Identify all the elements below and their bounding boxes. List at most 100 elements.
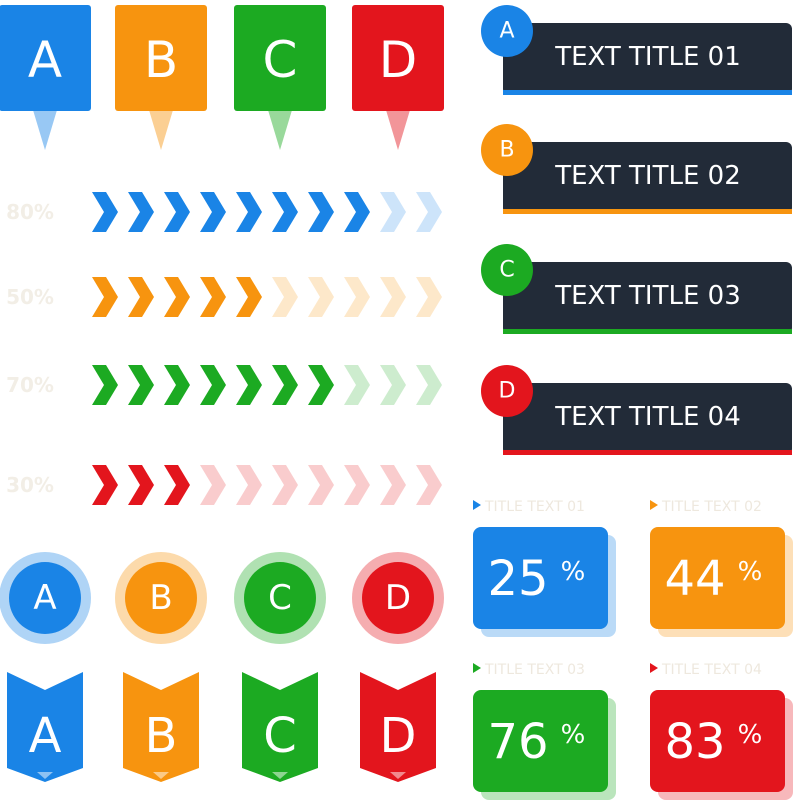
banner	[360, 672, 436, 782]
stat-flag	[650, 500, 658, 510]
title-bar	[503, 23, 792, 95]
stat-title: TITLE TEXT 04	[661, 662, 762, 678]
circle-letter: D	[385, 578, 411, 618]
title-badge	[481, 5, 533, 57]
circle-letter: C	[268, 578, 292, 618]
chevron	[380, 277, 406, 317]
stat-value: 44	[664, 551, 725, 607]
title-text: TEXT TITLE 02	[554, 161, 741, 191]
stat-unit: %	[561, 720, 586, 750]
title-letter: A	[499, 19, 514, 44]
chevron	[164, 365, 190, 405]
chevron	[380, 192, 406, 232]
chevron	[236, 465, 262, 505]
banner-letter: A	[29, 708, 62, 764]
circle-badge	[362, 562, 434, 634]
title-underline	[503, 329, 792, 334]
title-badge	[481, 124, 533, 176]
chevron	[128, 365, 154, 405]
pin-tail	[33, 110, 57, 150]
pin-letter: B	[144, 31, 178, 89]
stat-flag	[650, 663, 658, 673]
title-underline	[503, 90, 792, 95]
title-bar	[503, 142, 792, 214]
stat-flag	[473, 500, 481, 510]
chevron	[236, 365, 262, 405]
title-letter: C	[499, 258, 514, 283]
banner-tip	[153, 772, 169, 779]
chevron	[272, 365, 298, 405]
stat-unit: %	[738, 720, 763, 750]
pin-letter: C	[263, 31, 298, 89]
title-badge	[481, 365, 533, 417]
banner	[242, 672, 318, 782]
stat-box	[650, 690, 785, 792]
chevron	[200, 192, 226, 232]
stat-unit: %	[561, 557, 586, 587]
stat-box	[473, 527, 608, 629]
chevron	[272, 277, 298, 317]
chevron	[308, 465, 334, 505]
circle-badge	[125, 562, 197, 634]
pin-tail	[386, 110, 410, 150]
chevron	[344, 465, 370, 505]
progress-label: 30%	[6, 473, 54, 497]
banner-tip	[390, 772, 406, 779]
title-bar	[503, 383, 792, 455]
pin-box	[234, 5, 326, 111]
chevron	[416, 365, 442, 405]
chevron	[164, 277, 190, 317]
chevron	[128, 465, 154, 505]
chevron	[308, 365, 334, 405]
chevron	[200, 365, 226, 405]
chevron	[308, 192, 334, 232]
pin-tail	[268, 110, 292, 150]
title-text: TEXT TITLE 03	[554, 281, 741, 311]
chevron	[92, 192, 118, 232]
circle-badge	[244, 562, 316, 634]
chevron	[380, 365, 406, 405]
chevron	[200, 465, 226, 505]
pin-letter: A	[28, 31, 62, 89]
progress-label: 70%	[6, 373, 54, 397]
chevron	[416, 277, 442, 317]
banner	[123, 672, 199, 782]
banner-tip	[37, 772, 53, 779]
chevron	[344, 192, 370, 232]
pin-box	[352, 5, 444, 111]
title-text: TEXT TITLE 01	[554, 42, 741, 72]
chevron	[164, 192, 190, 232]
pin-box	[115, 5, 207, 111]
stat-value: 83	[664, 714, 725, 770]
chevron	[344, 365, 370, 405]
chevron	[236, 277, 262, 317]
circle-letter: B	[149, 578, 172, 618]
chevron	[416, 192, 442, 232]
stat-title: TITLE TEXT 03	[484, 662, 585, 678]
stat-value: 25	[487, 551, 548, 607]
title-underline	[503, 209, 792, 214]
banner-letter: B	[145, 708, 178, 764]
chevron	[344, 277, 370, 317]
progress-label: 50%	[6, 285, 54, 309]
circle-badge	[9, 562, 81, 634]
stat-unit: %	[738, 557, 763, 587]
stat-title: TITLE TEXT 02	[661, 499, 762, 515]
stat-box	[650, 527, 785, 629]
chevron	[128, 277, 154, 317]
chevron	[272, 192, 298, 232]
chevron	[92, 277, 118, 317]
chevron	[236, 192, 262, 232]
pin-letter: D	[379, 31, 418, 89]
progress-label: 80%	[6, 200, 54, 224]
stat-title: TITLE TEXT 01	[484, 499, 585, 515]
title-badge	[481, 244, 533, 296]
chevron	[380, 465, 406, 505]
stat-flag	[473, 663, 481, 673]
banner	[7, 672, 83, 782]
pin-tail	[149, 110, 173, 150]
stat-value: 76	[487, 714, 548, 770]
chevron	[308, 277, 334, 317]
title-underline	[503, 450, 792, 455]
